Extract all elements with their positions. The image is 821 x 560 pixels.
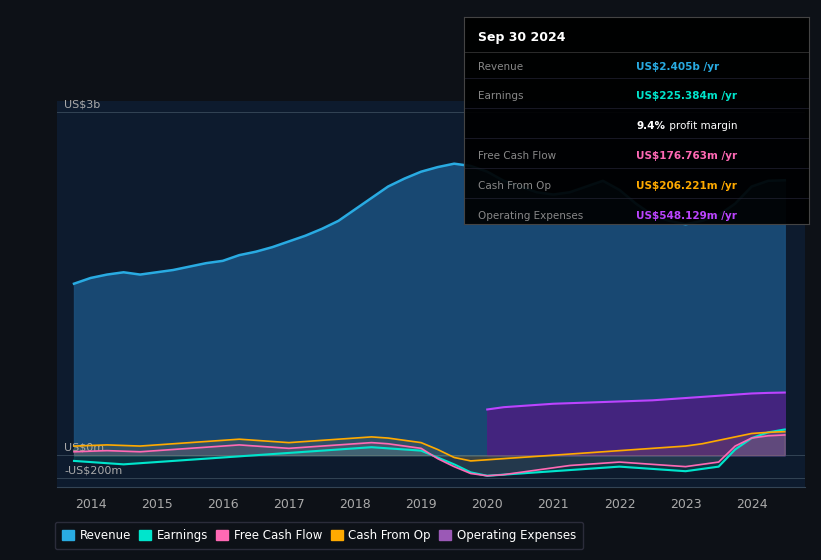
Text: Free Cash Flow: Free Cash Flow xyxy=(478,151,556,161)
Text: Cash From Op: Cash From Op xyxy=(478,181,551,191)
Text: profit margin: profit margin xyxy=(666,121,737,131)
Text: US$176.763m /yr: US$176.763m /yr xyxy=(636,151,737,161)
Text: US$225.384m /yr: US$225.384m /yr xyxy=(636,91,737,101)
Text: Operating Expenses: Operating Expenses xyxy=(478,211,583,221)
Text: US$548.129m /yr: US$548.129m /yr xyxy=(636,211,737,221)
Text: Earnings: Earnings xyxy=(478,91,523,101)
Text: Revenue: Revenue xyxy=(478,62,523,72)
Text: US$3b: US$3b xyxy=(64,99,100,109)
Text: Sep 30 2024: Sep 30 2024 xyxy=(478,31,565,44)
Text: -US$200m: -US$200m xyxy=(64,465,122,475)
Text: US$0m: US$0m xyxy=(64,442,104,452)
Text: 9.4%: 9.4% xyxy=(636,121,665,131)
Text: US$2.405b /yr: US$2.405b /yr xyxy=(636,62,719,72)
Text: US$206.221m /yr: US$206.221m /yr xyxy=(636,181,737,191)
Legend: Revenue, Earnings, Free Cash Flow, Cash From Op, Operating Expenses: Revenue, Earnings, Free Cash Flow, Cash … xyxy=(55,522,583,549)
